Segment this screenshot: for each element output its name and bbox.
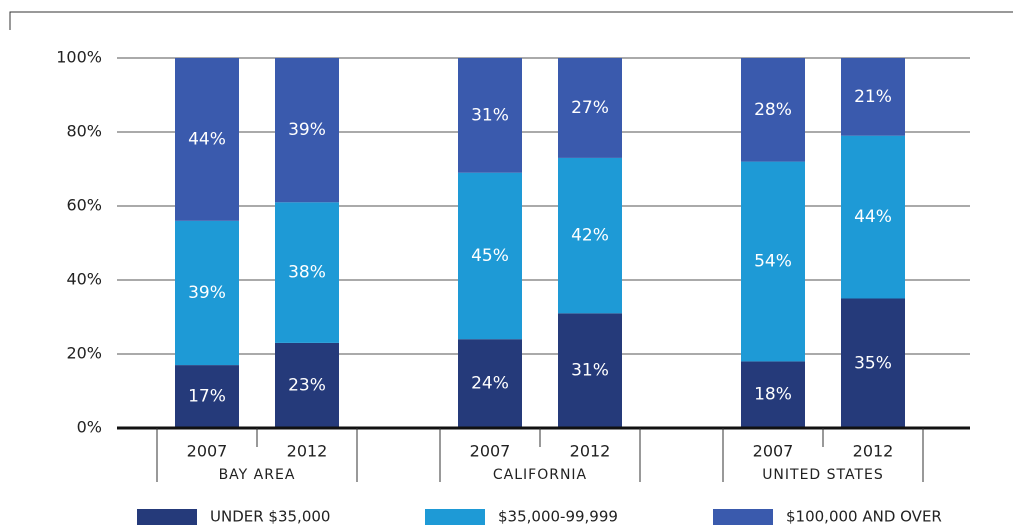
bar-segment [458, 58, 522, 173]
data-label: 21% [854, 87, 892, 107]
bar-segment [175, 220, 239, 366]
data-label: 35% [854, 353, 892, 373]
data-label: 45% [471, 246, 509, 266]
legend-swatch [713, 509, 773, 525]
x-tick-label: 2012 [570, 442, 611, 461]
bar-segment [175, 58, 239, 221]
data-label: 39% [188, 283, 226, 303]
data-label: 44% [854, 207, 892, 227]
y-tick-label: 60% [66, 196, 102, 215]
legend-swatch [425, 509, 485, 525]
bar-segment [458, 339, 522, 428]
data-label: 17% [188, 387, 226, 407]
bar-segment [741, 58, 805, 162]
bar-segment [841, 298, 905, 428]
x-tick-label: 2012 [853, 442, 894, 461]
legend-label: $100,000 AND OVER [786, 508, 942, 525]
x-tick-label: 2007 [187, 442, 228, 461]
data-label: 38% [288, 263, 326, 283]
bar-segment [458, 172, 522, 340]
bar-segment [841, 58, 905, 136]
group-label: UNITED STATES [762, 467, 884, 483]
data-label: 39% [288, 120, 326, 140]
data-label: 42% [571, 226, 609, 246]
legend-swatch [137, 509, 197, 525]
bar-segment [558, 157, 622, 314]
group-label: CALIFORNIA [493, 467, 587, 483]
group-label: BAY AREA [219, 467, 296, 483]
y-tick-label: 100% [56, 48, 102, 67]
data-label: 28% [754, 100, 792, 120]
data-label: 54% [754, 252, 792, 272]
y-tick-label: 20% [66, 344, 102, 363]
bar-segment [741, 361, 805, 428]
data-label: 44% [188, 129, 226, 149]
y-tick-label: 80% [66, 122, 102, 141]
data-label: 27% [571, 98, 609, 118]
data-label: 24% [471, 374, 509, 394]
data-label: 31% [471, 105, 509, 125]
data-label: 18% [754, 385, 792, 405]
bar-segment [741, 161, 805, 362]
legend-label: $35,000-99,999 [498, 508, 618, 525]
x-tick-label: 2012 [287, 442, 328, 461]
data-label: 23% [288, 375, 326, 395]
bar-segment [175, 365, 239, 428]
data-label: 31% [571, 361, 609, 381]
frame [9, 11, 1013, 30]
bar-segment [275, 342, 339, 428]
legend-label: UNDER $35,000 [210, 508, 330, 525]
x-tick-label: 2007 [470, 442, 511, 461]
bar-segment [841, 135, 905, 299]
y-tick-label: 40% [66, 270, 102, 289]
bar-segment [558, 58, 622, 158]
x-tick-label: 2007 [753, 442, 794, 461]
y-tick-label: 0% [77, 418, 102, 437]
bar-segment [275, 202, 339, 343]
bar-segment [558, 313, 622, 428]
bar-segment [275, 58, 339, 203]
